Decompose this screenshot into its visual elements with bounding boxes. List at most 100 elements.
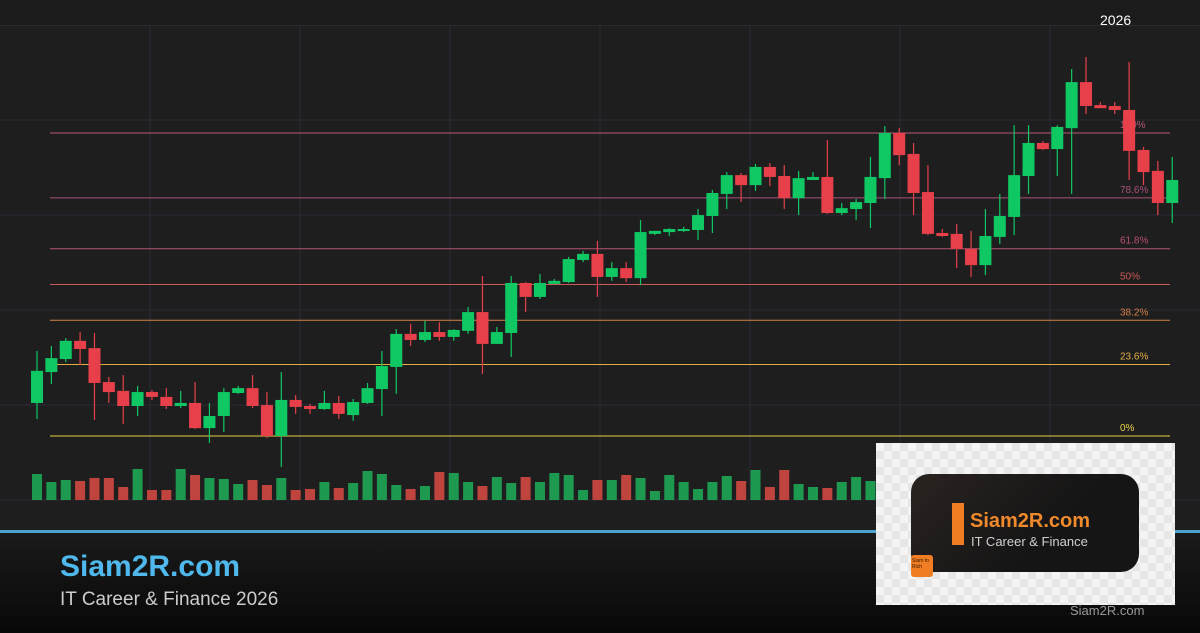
volume-bar (664, 475, 675, 500)
candle-body (1022, 142, 1035, 177)
candle (1022, 125, 1035, 194)
volume-bar (506, 483, 517, 500)
candle (31, 350, 43, 420)
candle-body (1051, 126, 1064, 150)
candle (260, 392, 273, 439)
candle-body (375, 366, 388, 390)
candle (375, 350, 388, 417)
candle-body (347, 402, 360, 416)
volume-bars (32, 469, 876, 500)
candle (806, 172, 819, 180)
candle-body (304, 406, 317, 410)
volume-bar (89, 478, 100, 500)
candle-body (433, 332, 446, 337)
candle-body (548, 280, 561, 284)
candle-body (117, 390, 130, 407)
candle-body (634, 232, 647, 279)
volume-bar (592, 480, 603, 500)
candle (102, 376, 115, 403)
candle (519, 282, 532, 313)
volume-bar (75, 481, 86, 500)
candle (735, 172, 748, 203)
candle-body (663, 229, 676, 233)
candle (648, 230, 661, 236)
candle (433, 322, 446, 341)
candle (792, 170, 805, 216)
candle-body (577, 253, 590, 260)
candle (490, 326, 503, 344)
candle-body (648, 230, 661, 234)
volume-bar (649, 491, 660, 500)
candle-body (160, 396, 173, 407)
candle-body (792, 178, 805, 199)
volume-bar (319, 482, 330, 500)
candle-body (763, 166, 776, 177)
candle-body (692, 215, 705, 230)
volume-bar (491, 477, 502, 500)
candle (203, 402, 216, 443)
candle-body (850, 202, 863, 210)
candle-body (677, 229, 690, 232)
candle (663, 228, 676, 237)
candle-body (332, 402, 345, 414)
volume-bar (362, 471, 373, 500)
candle (462, 306, 475, 334)
volume-bar (578, 490, 589, 500)
candle-body (361, 388, 374, 403)
volume-bar (764, 487, 775, 500)
candle (189, 382, 202, 430)
candle (533, 273, 546, 300)
candle-body (145, 392, 158, 397)
volume-bar (419, 486, 430, 500)
volume-bar (534, 482, 545, 500)
candle (979, 209, 992, 276)
candle-body (275, 399, 288, 436)
logo-badge: Siam to Rich (911, 555, 933, 577)
volume-bar (865, 481, 876, 500)
candle-body (462, 312, 475, 331)
candle (965, 230, 978, 277)
candle (562, 256, 575, 283)
volume-bar (376, 474, 387, 500)
volume-bar (348, 483, 359, 500)
volume-bar (836, 482, 847, 500)
volume-bar (204, 478, 215, 500)
candle-body (749, 166, 762, 186)
volume-bar (218, 479, 229, 500)
candle (763, 162, 776, 187)
watermark: Siam2R.com (1070, 603, 1145, 618)
volume-bar (549, 473, 560, 500)
candle (878, 126, 891, 200)
volume-bar (233, 484, 244, 500)
volume-bar (822, 488, 833, 500)
candle (304, 403, 317, 414)
candle (1065, 69, 1078, 194)
candle (907, 142, 920, 216)
candle-body (102, 382, 115, 393)
candle-body (59, 340, 72, 360)
candle (893, 128, 906, 166)
candle (677, 226, 690, 233)
candle (620, 262, 633, 283)
volume-bar (391, 485, 402, 500)
candle-body (189, 402, 202, 429)
candle (447, 329, 460, 341)
volume-bar (621, 475, 632, 500)
brand-tagline: IT Career & Finance 2026 (60, 589, 279, 610)
volume-bar (807, 487, 818, 500)
candle (821, 139, 834, 214)
volume-bar (793, 484, 804, 500)
volume-bar (132, 469, 143, 500)
candle-body (591, 253, 604, 277)
volume-bar (333, 488, 344, 500)
candle (160, 388, 173, 410)
candle (232, 386, 245, 394)
volume-bar (434, 472, 445, 500)
candle (706, 189, 719, 233)
candle-body (131, 392, 144, 407)
logo-name: Siam2R.com (970, 510, 1091, 532)
volume-bar (261, 485, 272, 500)
volume-bar (635, 478, 646, 500)
candle-body (1137, 149, 1150, 173)
candle (835, 202, 848, 216)
